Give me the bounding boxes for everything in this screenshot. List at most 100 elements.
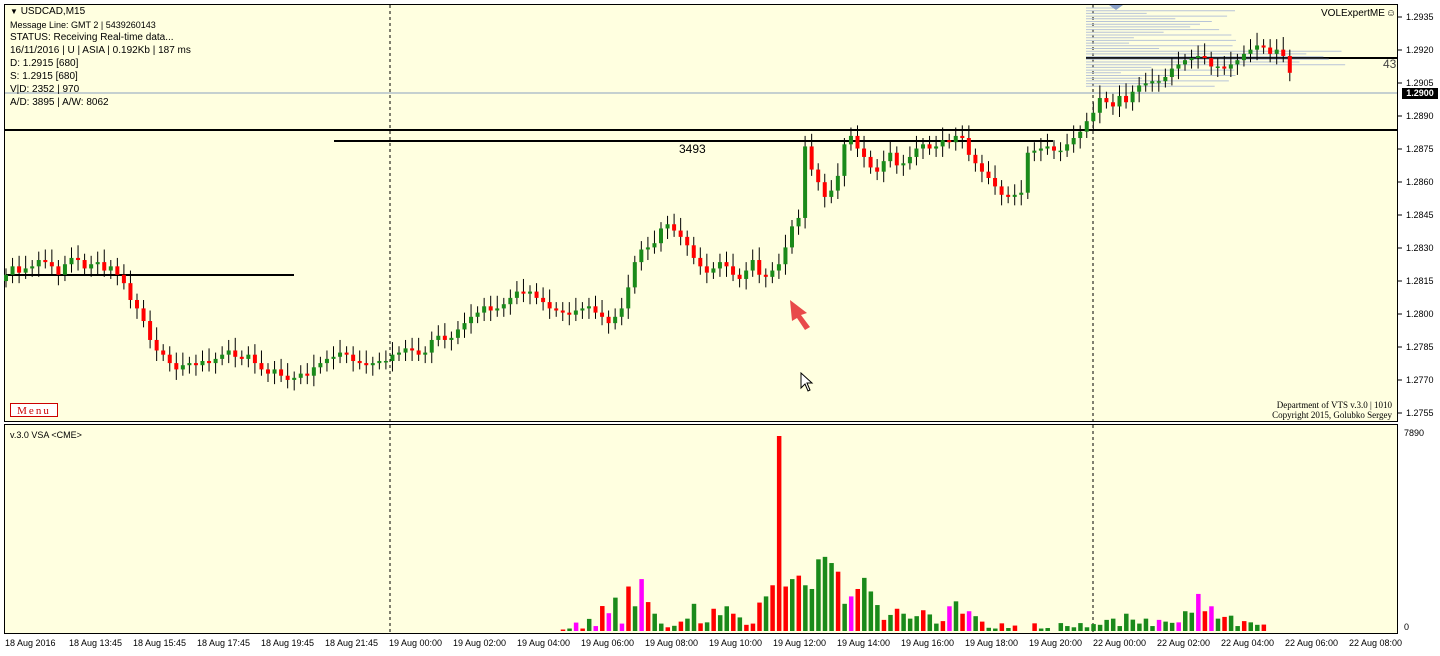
bull-candle-body — [1150, 81, 1155, 84]
bull-candle-body — [1248, 49, 1253, 54]
volume-bar — [1156, 619, 1162, 631]
bear-candle-body — [207, 360, 212, 364]
volume-bar — [822, 556, 828, 631]
time-tick-label: 22 Aug 06:00 — [1285, 638, 1339, 648]
bull-candle-body — [10, 266, 15, 275]
volume-bar — [567, 628, 572, 631]
volume-bar — [960, 613, 965, 631]
bull-candle-body — [226, 350, 231, 355]
bear-candle-body — [1052, 146, 1056, 151]
volume-bar — [1012, 625, 1018, 631]
bull-candle-body — [403, 348, 408, 353]
bull-candle-body — [220, 354, 225, 359]
bull-candle-body — [1025, 152, 1030, 193]
volume-bar — [678, 621, 684, 631]
bear-candle-body — [600, 312, 605, 317]
bear-candle-body — [266, 369, 270, 374]
bear-candle-body — [1104, 98, 1109, 103]
time-tick-label: 18 Aug 17:45 — [197, 638, 251, 648]
bull-candle-body — [1071, 138, 1076, 145]
bull-candle-body — [514, 291, 519, 298]
bull-candle-body — [213, 358, 218, 364]
bull-candle-body — [455, 329, 460, 338]
volume-bar — [848, 596, 854, 631]
bear-candle-body — [115, 266, 120, 275]
volume-bar — [973, 616, 978, 631]
volume-bar — [1006, 628, 1011, 631]
status-line: STATUS: Receiving Real-time data... — [10, 32, 174, 43]
bull-candle-body — [1215, 66, 1220, 68]
bull-candle-body — [429, 339, 434, 353]
volume-bar — [1235, 626, 1240, 631]
bear-candle-body — [822, 182, 827, 197]
bear-candle-body — [757, 260, 762, 275]
volume-bar — [947, 606, 952, 631]
volume-bar — [1117, 626, 1122, 631]
bull-candle-body — [1169, 68, 1174, 78]
volume-bar — [560, 629, 566, 631]
volume-bar — [901, 613, 906, 631]
bear-candle-body — [966, 138, 971, 155]
volume-bar — [1196, 593, 1201, 631]
bull-candle-body — [1091, 112, 1096, 122]
bull-candle-body — [1274, 49, 1279, 54]
bear-candle-body — [541, 297, 546, 303]
volume-bar — [1209, 606, 1214, 631]
price-tick-label: 1.2845 — [1406, 210, 1434, 220]
volume-bar — [1084, 627, 1090, 631]
bull-candle-body — [501, 304, 506, 309]
red-arrow-icon — [790, 300, 810, 330]
credits-version: Department of VTS v.3.0 | 1010 — [1276, 400, 1392, 410]
price-tick-label: 1.2785 — [1406, 342, 1434, 352]
bear-candle-body — [344, 352, 349, 355]
bear-candle-body — [102, 262, 107, 271]
bull-candle-body — [30, 266, 35, 269]
volume-bar — [645, 602, 651, 631]
volume-bar — [606, 613, 612, 631]
bear-candle-body — [894, 152, 899, 166]
volume-bar — [600, 606, 605, 631]
collapse-triangle-icon[interactable]: ▼ — [10, 7, 18, 16]
volume-bar — [1150, 626, 1155, 631]
volume-bar — [731, 613, 736, 631]
bear-candle-body — [986, 171, 991, 178]
bull-candle-body — [246, 354, 251, 359]
volume-bar — [953, 601, 959, 631]
time-axis[interactable] — [0, 634, 1440, 656]
volume-bar — [1032, 623, 1037, 631]
supply-line: S: 1.2915 [680] — [10, 71, 78, 82]
credits-copyright: Copyright 2015, Golubko Sergey — [1272, 410, 1392, 420]
volume-bar — [835, 571, 841, 631]
time-tick-label: 19 Aug 16:00 — [901, 638, 955, 648]
bear-candle-body — [416, 350, 421, 355]
volume-bar — [796, 575, 802, 631]
credits: Department of VTS v.3.0 | 1010 Copyright… — [1272, 400, 1392, 420]
bull-candle-body — [1255, 45, 1260, 50]
bar-timer-label: 43 — [1383, 57, 1397, 71]
volume-bar — [1228, 615, 1234, 631]
price-tick-label: 1.2770 — [1406, 375, 1434, 385]
volume-bar — [993, 628, 998, 631]
time-tick-label: 19 Aug 10:00 — [709, 638, 763, 648]
bull-candle-body — [324, 358, 329, 364]
indicator-label: v.3.0 VSA <CME> — [10, 430, 82, 440]
time-tick-label: 19 Aug 20:00 — [1029, 638, 1083, 648]
bull-candle-body — [423, 352, 428, 355]
volume-bar — [1110, 618, 1116, 631]
price-axis[interactable] — [1398, 4, 1440, 422]
bull-candle-body — [835, 175, 840, 191]
price-tick-label: 1.2875 — [1406, 144, 1434, 154]
expert-advisor-label[interactable]: VOLExpertME☺ — [1321, 8, 1397, 19]
bear-candle-body — [875, 167, 880, 172]
profile-marker-icon — [1109, 5, 1123, 10]
bull-candle-body — [717, 262, 722, 269]
time-tick-label: 22 Aug 00:00 — [1093, 638, 1147, 648]
volume-indicator-panel[interactable] — [4, 424, 1398, 634]
bear-candle-body — [1222, 66, 1227, 69]
volume-bar — [1261, 624, 1267, 631]
menu-button[interactable]: Menu — [10, 403, 58, 417]
time-tick-label: 18 Aug 21:45 — [325, 638, 379, 648]
price-tick-label: 1.2800 — [1406, 309, 1434, 319]
bull-candle-body — [1137, 85, 1142, 92]
